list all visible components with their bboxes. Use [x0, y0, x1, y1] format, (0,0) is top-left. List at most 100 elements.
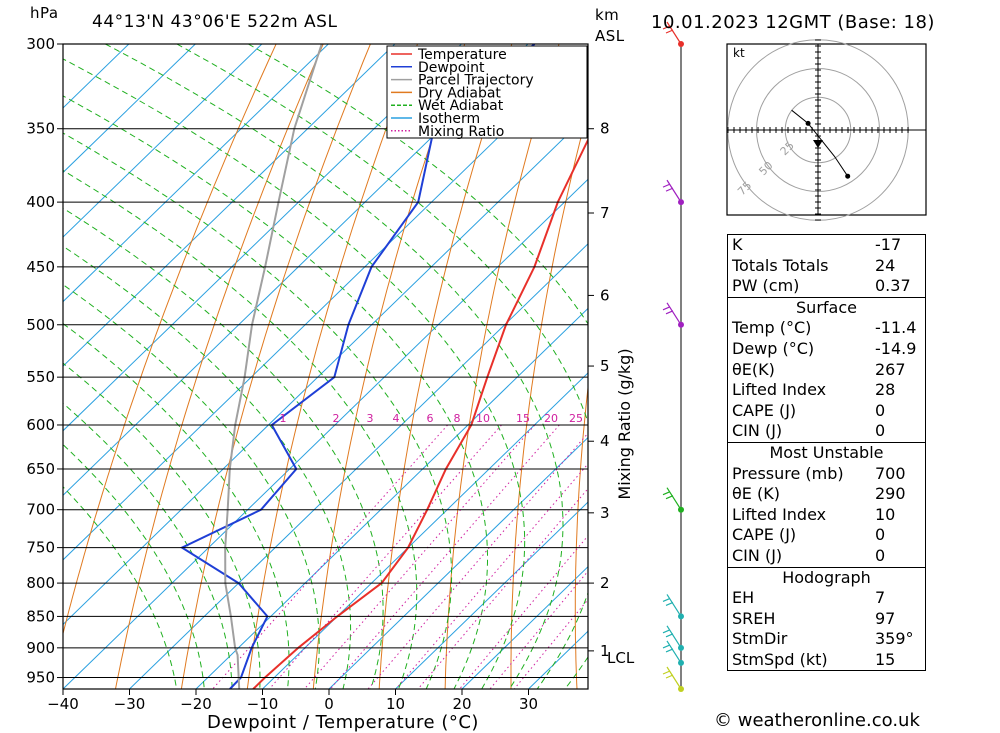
pressure-tick-label: 300 [26, 35, 55, 53]
isotherm-line [63, 178, 588, 689]
index-most-unstable-value: 700 [875, 463, 906, 483]
index-most-unstable-label: θE (K) [732, 484, 780, 504]
index-most-unstable-row: CIN (J) 0 [728, 546, 926, 567]
hodograph-section-title: Hodograph [727, 566, 926, 589]
wet-adiabat-line [63, 58, 526, 689]
surface-section-title-row: Surface [727, 296, 926, 319]
index-general-value: -17 [875, 235, 902, 254]
hodograph-unit-label: kt [733, 46, 745, 60]
dry-adiabat-line [574, 383, 588, 689]
index-hodograph-label: SREH [732, 608, 776, 628]
index-hodograph-value: 7 [875, 588, 886, 608]
index-surface-value: 28 [875, 380, 896, 400]
index-surface-label: Temp (°C) [732, 318, 812, 338]
index-general-label: Totals Totals [732, 255, 829, 275]
index-hodograph-row: EH 7 [728, 588, 926, 609]
index-surface-value: 267 [875, 359, 906, 379]
temperature-tick-label: 0 [324, 695, 334, 713]
index-hodograph-row: StmSpd (kt) 15 [728, 650, 926, 671]
index-surface-label: Dewp (°C) [732, 338, 815, 358]
mixing-ratio-line [459, 535, 588, 689]
index-hodograph-value: 359° [875, 629, 914, 649]
isotherm-line [129, 243, 588, 689]
wet-adiabat-line [63, 207, 384, 689]
wind-barb [662, 487, 682, 511]
dry-adiabat-line [444, 44, 560, 689]
index-general-row: K -17 [728, 235, 926, 256]
datetime-title: 10.01.2023 12GMT (Base: 18) [651, 12, 935, 33]
height-unit-asl: ASL [595, 27, 625, 45]
isotherm-line [63, 49, 588, 561]
height-tick-label: 3 [600, 504, 610, 522]
dry-adiabat-line [115, 44, 324, 689]
index-most-unstable-label: Pressure (mb) [732, 463, 844, 483]
mixing-ratio-line [268, 424, 502, 689]
height-tick-label: 7 [600, 204, 610, 222]
isotherm-line [461, 565, 588, 689]
pressure-tick-label: 450 [26, 258, 55, 276]
index-surface-label: θE(K) [732, 359, 775, 379]
isotherm-line [63, 44, 462, 432]
mixing-ratio-label: 10 [476, 412, 490, 425]
mixing-ratio-line [417, 487, 588, 689]
dry-adiabat-line [180, 44, 371, 689]
dry-adiabat-line [923, 44, 973, 689]
dry-adiabat-line [378, 44, 513, 689]
pressure-tick-label: 950 [26, 669, 55, 687]
pressure-tick-label: 700 [26, 501, 55, 519]
wind-barb [662, 640, 682, 664]
index-general-value: 0.37 [875, 276, 911, 296]
index-surface-row: Temp (°C) -11.4 [728, 318, 926, 339]
index-hodograph-label: StmSpd (kt) [732, 649, 828, 669]
wet-adiabat-line [63, 169, 418, 689]
pressure-unit-label: hPa [30, 4, 59, 22]
temperature-tick-label: −10 [247, 695, 279, 713]
wet-adiabat-line [63, 362, 261, 689]
wind-barb [662, 625, 682, 649]
legend-label: Temperature [417, 47, 507, 63]
isotherm-line [195, 307, 588, 689]
isotherm-line [63, 114, 588, 626]
temperature-tick-label: −30 [114, 695, 146, 713]
pressure-tick-label: 350 [26, 120, 55, 138]
temperature-tick-label: 20 [452, 695, 471, 713]
index-most-unstable-value: 0 [875, 525, 886, 545]
mixing-ratio-label: 2 [333, 412, 340, 425]
mixing-ratio-line [304, 424, 536, 689]
mixing-ratio-line [329, 424, 560, 689]
isotherm-line [262, 372, 588, 689]
dewpoint-curve [179, 44, 536, 689]
most-unstable-section-title: Most Unstable [727, 441, 926, 464]
index-surface-label: CAPE (J) [732, 400, 797, 420]
parcel-trajectory-curve [224, 44, 323, 689]
wind-barb [662, 302, 682, 326]
index-surface-label: CIN (J) [732, 421, 783, 441]
credit-text: © weatheronline.co.uk [714, 710, 920, 731]
index-general-row: PW (cm) 0.37 [728, 276, 926, 297]
index-surface-value: 0 [875, 400, 886, 420]
dry-adiabat-line [975, 44, 1000, 689]
temperature-curve [252, 137, 588, 689]
index-surface-value: 0 [875, 421, 886, 441]
hodograph-section-title-row: Hodograph [727, 566, 926, 589]
wind-barb [662, 21, 682, 45]
height-unit-label: km [595, 6, 620, 24]
index-hodograph-value: 97 [875, 608, 896, 628]
wind-barb [662, 666, 682, 690]
wet-adiabat-line [63, 402, 233, 689]
index-surface-value: -14.9 [875, 338, 917, 358]
mixing-ratio-line [395, 463, 588, 689]
isotherm-line [63, 44, 396, 367]
index-most-unstable-value: 10 [875, 504, 896, 524]
index-hodograph-row: SREH 97 [728, 609, 926, 630]
wet-adiabat-line [63, 284, 320, 689]
index-most-unstable-value: 290 [875, 484, 906, 504]
index-most-unstable-row: Lifted Index 10 [728, 505, 926, 526]
mixing-ratio-label: 1 [280, 412, 287, 425]
indices-table: K -17 Totals Totals 24 PW (cm) 0.37 Surface Tem… [727, 234, 926, 672]
isotherm-line [328, 436, 588, 689]
index-surface-row: Lifted Index 28 [728, 380, 926, 401]
pressure-tick-label: 550 [26, 368, 55, 386]
